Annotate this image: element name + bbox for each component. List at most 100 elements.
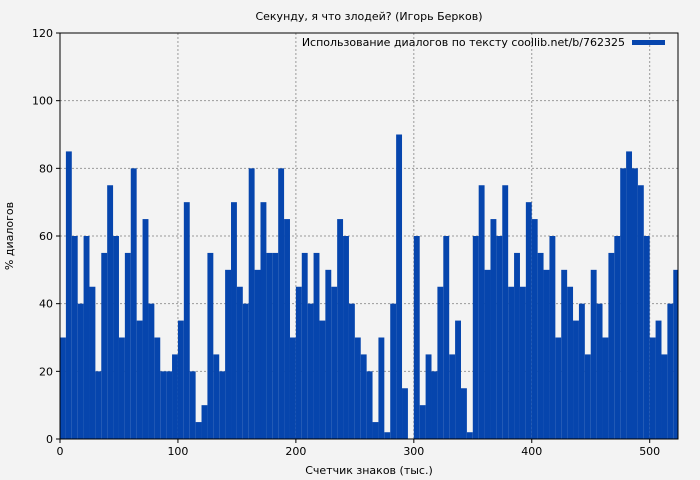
bar: [626, 151, 633, 439]
x-tick-label: 100: [167, 445, 188, 458]
bar: [148, 303, 155, 439]
y-axis-label: % диалогов: [3, 202, 16, 270]
y-tick-label: 0: [46, 433, 53, 446]
bar: [655, 320, 662, 439]
x-tick-label: 400: [521, 445, 542, 458]
bar: [637, 185, 644, 439]
bar: [455, 320, 461, 439]
y-tick-label: 60: [39, 230, 53, 243]
bar: [236, 286, 243, 439]
bar: [219, 371, 226, 439]
bar: [142, 219, 149, 439]
bar: [260, 202, 267, 439]
bar: [83, 236, 90, 439]
bar: [478, 185, 485, 439]
bar: [278, 168, 285, 440]
chart-title: Секунду, я что злодей? (Игорь Берков): [255, 10, 482, 23]
bar: [113, 236, 119, 439]
bar: [584, 354, 591, 439]
bar: [213, 354, 220, 439]
bar: [443, 236, 450, 439]
x-axis-label: Счетчик знаков (тыс.): [305, 464, 433, 477]
bar: [319, 320, 326, 439]
bar: [543, 269, 550, 439]
bar: [266, 252, 273, 439]
bar: [390, 303, 397, 439]
bar: [154, 337, 161, 439]
y-tick-label: 100: [32, 95, 53, 108]
bar: [77, 303, 84, 439]
bar: [372, 422, 379, 439]
bar: [484, 269, 491, 439]
bar: [514, 252, 520, 439]
bars: [60, 134, 678, 440]
bar: [402, 388, 408, 439]
bar: [578, 303, 585, 439]
bar: [60, 337, 66, 439]
bar: [366, 371, 373, 439]
bar: [272, 252, 279, 439]
y-tick-label: 20: [39, 365, 53, 378]
bar: [331, 286, 338, 439]
legend-label: Использование диалогов по тексту coollib…: [302, 36, 625, 49]
y-tick-label: 40: [39, 298, 53, 311]
bar: [608, 252, 615, 439]
bar: [620, 168, 627, 440]
bar: [124, 252, 131, 439]
bar: [378, 337, 385, 439]
bar: [573, 320, 579, 439]
bar: [337, 219, 344, 439]
bar: [525, 202, 532, 439]
bar: [472, 236, 479, 439]
bar: [673, 269, 678, 439]
bar: [531, 219, 538, 439]
bar: [284, 219, 290, 439]
bar: [289, 337, 296, 439]
bar: [643, 236, 650, 439]
bar: [567, 286, 574, 439]
bar: [172, 354, 178, 439]
bar: [301, 252, 308, 439]
bar: [561, 269, 568, 439]
bar: [343, 236, 349, 439]
bar: [354, 337, 361, 439]
bar: [437, 286, 444, 439]
x-tick-label: 0: [57, 445, 64, 458]
bar: [225, 269, 232, 439]
bar: [307, 303, 314, 439]
bar: [661, 354, 668, 439]
bar: [555, 337, 562, 439]
bar: [649, 337, 656, 439]
legend: Использование диалогов по тексту coollib…: [302, 36, 665, 49]
bar: [519, 286, 526, 439]
bar: [166, 371, 173, 439]
bar: [65, 151, 72, 439]
bar: [496, 236, 503, 439]
bar: [71, 236, 78, 439]
bar: [130, 168, 137, 440]
bar: [101, 252, 108, 439]
bar: [183, 202, 190, 439]
bar: [602, 337, 609, 439]
bar: [384, 432, 391, 439]
bar: [360, 354, 367, 439]
x-tick-label: 500: [639, 445, 660, 458]
bar: [89, 286, 96, 439]
bar: [396, 134, 403, 439]
bar: [537, 252, 544, 439]
bar: [590, 269, 597, 439]
bar: [325, 269, 332, 439]
bar: [136, 320, 143, 439]
x-tick-label: 300: [403, 445, 424, 458]
bar: [160, 371, 167, 439]
bar: [413, 236, 420, 439]
bar: [177, 320, 184, 439]
bar: [425, 354, 432, 439]
bar: [254, 269, 261, 439]
bar: [549, 236, 556, 439]
bar: [107, 185, 114, 439]
bar: [508, 286, 515, 439]
bar: [632, 168, 638, 440]
bar: [667, 303, 674, 439]
